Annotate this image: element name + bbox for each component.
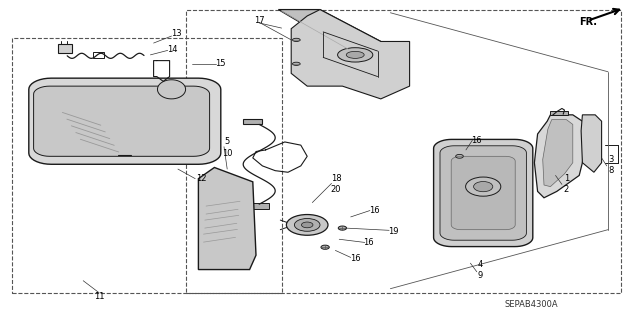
Ellipse shape: [287, 215, 328, 235]
Bar: [12, 38, 282, 293]
Polygon shape: [29, 78, 221, 164]
Ellipse shape: [292, 38, 300, 41]
Text: 2: 2: [564, 185, 569, 194]
Text: 11: 11: [94, 292, 104, 300]
Text: 14: 14: [168, 45, 178, 54]
Ellipse shape: [338, 48, 373, 62]
Polygon shape: [34, 86, 210, 156]
Bar: [250, 203, 269, 209]
Text: FR.: FR.: [579, 17, 597, 27]
Polygon shape: [198, 167, 256, 270]
Text: 16: 16: [363, 238, 373, 247]
Text: 19: 19: [388, 227, 399, 236]
Text: 15: 15: [216, 59, 226, 68]
Ellipse shape: [294, 219, 320, 231]
Text: 12: 12: [196, 174, 207, 183]
Polygon shape: [581, 115, 602, 172]
Ellipse shape: [321, 245, 330, 249]
Text: 20: 20: [331, 185, 341, 194]
Ellipse shape: [292, 62, 300, 65]
Text: 4: 4: [477, 260, 483, 269]
Ellipse shape: [466, 177, 501, 196]
Text: 10: 10: [222, 149, 232, 158]
Text: 1: 1: [564, 174, 569, 183]
Text: 18: 18: [331, 174, 341, 183]
Ellipse shape: [456, 154, 463, 158]
Ellipse shape: [301, 222, 313, 228]
Polygon shape: [434, 139, 532, 247]
Text: 5: 5: [225, 137, 230, 146]
Polygon shape: [291, 10, 410, 99]
Bar: [186, 10, 621, 293]
Text: 16: 16: [369, 206, 380, 215]
Text: SEPAB4300A: SEPAB4300A: [504, 300, 558, 309]
Text: 17: 17: [254, 16, 264, 25]
Text: 3: 3: [609, 155, 614, 164]
Text: 16: 16: [350, 254, 360, 263]
Polygon shape: [157, 80, 186, 99]
Polygon shape: [534, 115, 586, 198]
Text: 16: 16: [472, 136, 482, 145]
Bar: [550, 111, 568, 115]
Ellipse shape: [339, 226, 347, 230]
Ellipse shape: [346, 51, 364, 58]
Text: 13: 13: [171, 29, 181, 38]
Ellipse shape: [474, 182, 493, 192]
Bar: [58, 44, 72, 53]
Text: 8: 8: [609, 166, 614, 175]
Bar: [93, 52, 104, 58]
Bar: [243, 119, 262, 124]
Polygon shape: [451, 156, 515, 230]
Polygon shape: [278, 10, 381, 51]
Polygon shape: [440, 146, 526, 240]
Polygon shape: [543, 120, 573, 187]
Text: 9: 9: [477, 271, 483, 280]
